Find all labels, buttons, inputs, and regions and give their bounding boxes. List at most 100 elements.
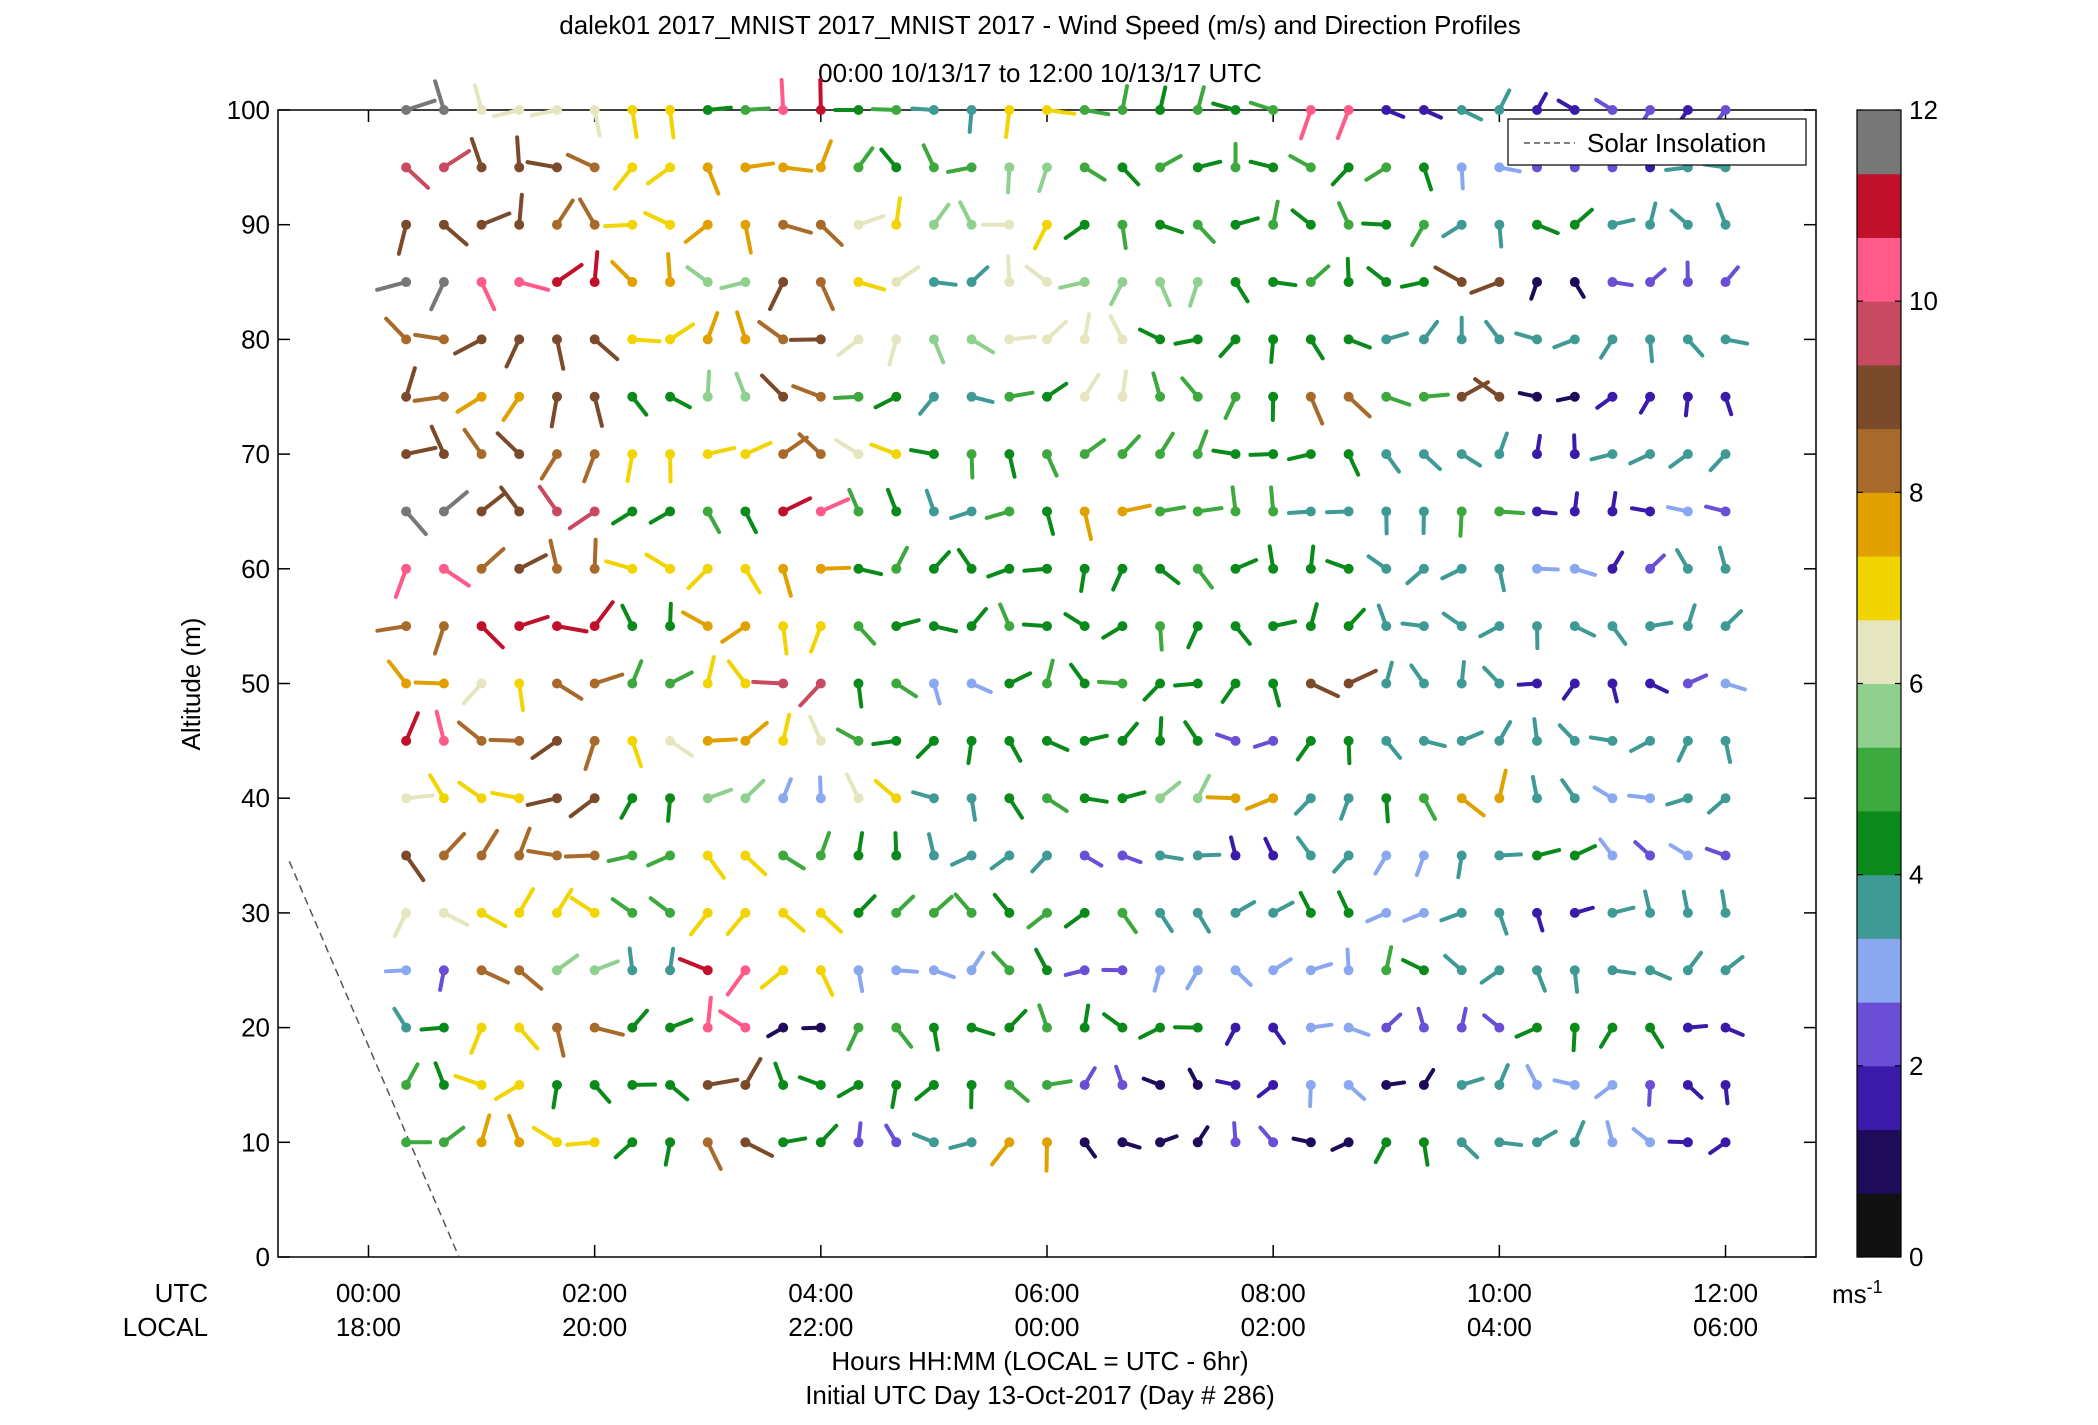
wind-barb-head (740, 334, 751, 345)
wind-barb-head (514, 105, 525, 115)
wind-barb-head (928, 334, 939, 345)
wind-barb-head (1720, 907, 1731, 918)
wind-barb-head (627, 105, 638, 115)
wind-barb-head (1305, 105, 1316, 115)
wind-barb-head (1720, 449, 1731, 460)
wind-barb-head (1645, 219, 1656, 230)
wind-barb-head (815, 506, 826, 517)
wind-barb-stem (441, 490, 469, 514)
wind-barb-head (1494, 1137, 1505, 1148)
wind-barb-head (551, 563, 562, 574)
wind-barb-head (928, 506, 939, 517)
wind-barb-head (1192, 621, 1203, 632)
wind-barb-head (1645, 506, 1656, 517)
wind-barb-head (928, 277, 939, 288)
wind-barb-head (665, 1022, 676, 1033)
wind-barb-head (1494, 391, 1505, 402)
wind-barb-head (589, 162, 600, 173)
wind-barb-head (1042, 391, 1052, 402)
wind-barb-head (1569, 219, 1580, 230)
wind-barb-head (966, 1137, 977, 1148)
wind-barb-head (966, 162, 977, 173)
wind-barb-head (1305, 1022, 1316, 1033)
wind-barb-head (1079, 965, 1090, 976)
wind-barb-head (891, 735, 902, 746)
wind-barb-head (1117, 1022, 1128, 1033)
wind-barb-head (1155, 965, 1166, 976)
wind-barb-head (1381, 391, 1392, 402)
wind-barb-head (702, 850, 713, 861)
wind-barb-head (1305, 965, 1316, 976)
wind-barb-head (778, 506, 789, 517)
wind-barb-head (1607, 1137, 1618, 1148)
wind-barb-head (1343, 563, 1354, 574)
wind-barb-head (815, 621, 826, 632)
wind-barb-head (1117, 277, 1128, 288)
wind-barb-head (1230, 1137, 1241, 1148)
wind-barb-head (1079, 506, 1090, 517)
wind-barb-head (1418, 965, 1429, 976)
wind-barb-head (665, 449, 676, 460)
wind-barb-head (1343, 334, 1354, 345)
wind-barb-head (891, 105, 902, 115)
wind-barb-head (1004, 850, 1015, 861)
wind-barb-head (551, 1079, 562, 1090)
wind-barb-head (1230, 793, 1241, 804)
wind-barb-head (928, 105, 939, 115)
wind-barb-head (1569, 735, 1580, 746)
wind-barb-head (438, 1022, 449, 1033)
wind-barb-head (966, 449, 977, 460)
wind-barb-head (665, 334, 676, 345)
wind-barb-head (514, 219, 525, 230)
wind-barb-head (401, 850, 412, 861)
wind-barb-head (853, 219, 864, 230)
wind-barb-head (853, 105, 864, 115)
wind-barb-head (1268, 334, 1279, 345)
wind-barb-head (1607, 793, 1618, 804)
wind-barb-head (1720, 678, 1731, 689)
wind-barb-head (1532, 506, 1543, 517)
wind-barb-head (1682, 449, 1693, 460)
wind-barb-head (1079, 678, 1090, 689)
wind-barb-stem (1335, 108, 1351, 141)
wind-barb-head (1155, 907, 1166, 918)
wind-barb-head (1079, 563, 1090, 574)
wind-barb-head (1607, 621, 1618, 632)
wind-barb-head (1155, 621, 1166, 632)
wind-barb-head (853, 735, 864, 746)
wind-barb-head (1532, 1022, 1543, 1033)
wind-barb-head (1268, 105, 1279, 115)
wind-barb-head (401, 563, 412, 574)
wind-barb-head (1418, 678, 1429, 689)
wind-barb-head (1645, 277, 1656, 288)
wind-barb-head (1079, 735, 1090, 746)
wind-barb-head (928, 449, 939, 460)
wind-barb-head (740, 678, 751, 689)
wind-barb-head (476, 850, 487, 861)
wind-barb-head (928, 678, 939, 689)
wind-barb-head (1532, 334, 1543, 345)
legend-label: Solar Insolation (1587, 128, 1766, 158)
x-tick-label-utc: 08:00 (1241, 1278, 1306, 1308)
wind-barb-head (815, 105, 826, 115)
wind-barb-head (891, 219, 902, 230)
wind-barb-head (1079, 334, 1090, 345)
wind-barb-head (514, 334, 525, 345)
wind-barb-head (1268, 219, 1279, 230)
wind-barb-head (476, 1137, 487, 1148)
wind-barb-head (589, 1022, 600, 1033)
wind-barb-head (627, 1022, 638, 1033)
wind-barb-head (778, 334, 789, 345)
wind-barb-head (1569, 793, 1580, 804)
y-axis-label: Altitude (m) (176, 618, 206, 751)
wind-barb-head (589, 735, 600, 746)
colorbar-segment (1857, 619, 1901, 684)
wind-barb-head (1305, 391, 1316, 402)
wind-barb-head (514, 793, 525, 804)
wind-barb-head (627, 907, 638, 918)
solar-insolation-path (288, 860, 460, 1258)
wind-barb-head (966, 621, 977, 632)
wind-barb-head (1607, 105, 1618, 115)
wind-barb-head (891, 334, 902, 345)
y-tick-label: 20 (241, 1013, 270, 1043)
